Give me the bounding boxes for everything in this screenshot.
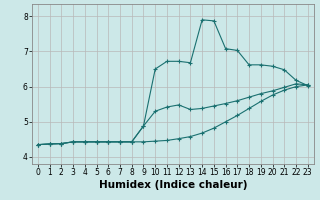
X-axis label: Humidex (Indice chaleur): Humidex (Indice chaleur): [99, 180, 247, 190]
